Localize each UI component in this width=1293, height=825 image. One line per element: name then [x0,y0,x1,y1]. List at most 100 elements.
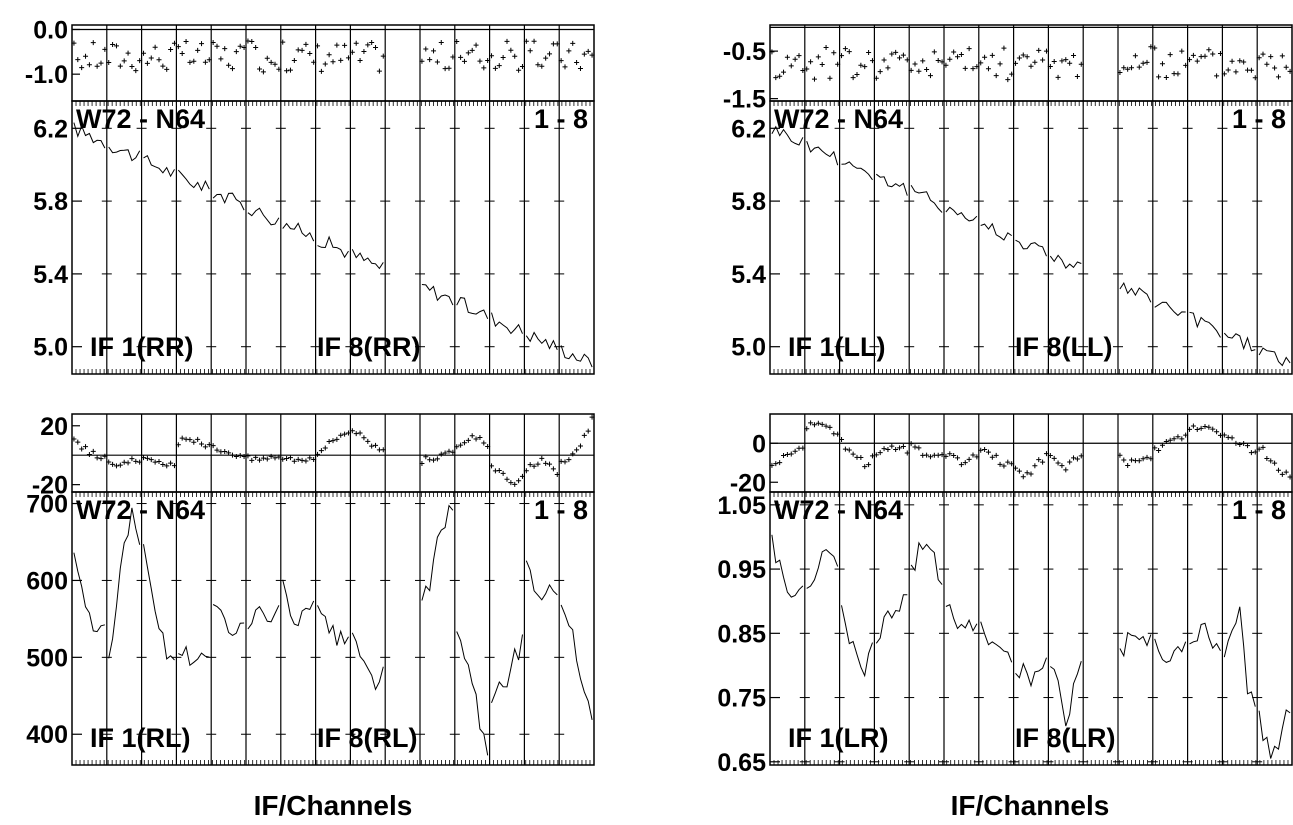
phase-point [1016,55,1022,61]
phase-point [804,66,810,72]
phase-point [272,61,278,67]
amplitude-series-line [1258,709,1291,759]
phase-point [260,455,266,461]
phase-point [854,71,860,77]
phase-point [966,46,972,52]
amplitude-series-line [1015,239,1047,257]
phase-point [577,443,583,449]
phase-point [1136,458,1142,464]
phase-point [79,446,85,452]
phase-point [574,59,580,65]
phase-point [924,452,930,458]
amplitude-series-line [1258,347,1291,367]
phase-point [539,455,545,461]
phase-point [873,75,879,81]
phase-panel-frame [769,24,1293,102]
amplitude-series-line [1223,606,1256,707]
if-label-first: IF 1(RR) [90,332,194,362]
phase-point [229,452,235,458]
phase-point [800,68,806,74]
phase-point [1005,459,1011,465]
phase-point [1256,55,1262,61]
phase-point [1016,468,1022,474]
phase-point [1028,471,1034,477]
phase-point [1009,71,1015,77]
phase-point [769,462,775,468]
phase-point [1159,442,1165,448]
phase-point [1059,463,1065,469]
phase-point [1063,467,1069,473]
phase-point [516,67,522,73]
phase-point [900,52,906,58]
phase-point [446,65,452,71]
amplitude-series-line [1015,657,1047,688]
phase-point [214,447,220,453]
phase-point [461,58,467,64]
phase-point [380,447,386,453]
phase-point [955,54,961,60]
phase-point [912,444,918,450]
phase-point [531,38,537,44]
phase-point [1275,467,1281,473]
phase-point [951,49,957,55]
phase-point [943,453,949,459]
phase-point [125,50,131,56]
amp-tick-label: 5.0 [731,334,766,362]
phase-point [1125,462,1131,468]
phase-point [272,455,278,461]
phase-point [257,457,263,463]
phase-point [873,452,879,458]
phase-point [1001,463,1007,469]
amplitude-series-line [212,604,245,636]
amplitude-series-line [73,552,106,633]
amplitude-series-line [1049,254,1082,269]
phase-point [800,445,806,451]
phase-point [811,76,817,82]
phase-point [450,449,456,455]
if-label-last: IF 8(LR) [1015,723,1116,753]
phase-point [373,45,379,51]
phase-point [1252,449,1258,455]
phase-point [195,436,201,442]
amplitude-series-line [491,634,523,703]
phase-point [168,460,174,466]
amplitude-series-line [108,507,141,659]
phase-point [523,468,529,474]
phase-point [373,442,379,448]
phase-point [1241,441,1247,447]
phase-point [152,459,158,465]
amplitude-series-line [491,312,523,335]
amplitude-series-line [108,146,141,162]
baseline-label: W72 - N64 [76,104,205,134]
phase-point [1206,47,1212,53]
channel-range-label: 1 - 8 [534,104,588,134]
phase-point [86,452,92,458]
phase-point [253,45,259,51]
phase-point [465,437,471,443]
baseline-label: W72 - N64 [774,104,903,134]
phase-point [1272,460,1278,466]
phase-tick-label: -0.5 [723,38,766,66]
phase-point [1252,75,1258,81]
phase-point [152,44,158,50]
phase-point [299,47,305,53]
phase-point [450,54,456,60]
phase-point [349,49,355,55]
phase-point [361,49,367,55]
phase-point [570,451,576,457]
phase-point [369,40,375,46]
phase-point [245,38,251,44]
amplitude-series-line [875,594,908,644]
chart-pane-rr: 6.2 5.8 5.4 5.0 0.0 -1.0 W72 - N64 1 - 8 IF 1(RR… [25,16,595,375]
phase-point [554,41,560,47]
phase-point [781,452,787,458]
amplitude-series-line [282,222,315,242]
phase-point [365,438,371,444]
phase-point [156,459,162,465]
chart-pane-rl: 700 600 500 400 20 -20 W72 - N64 1 - 8 IF 1(RL) I… [26,413,595,821]
phase-point [423,454,429,460]
phase-point [202,59,208,65]
phase-point [268,453,274,459]
phase-tick-label: -1.5 [723,86,766,114]
